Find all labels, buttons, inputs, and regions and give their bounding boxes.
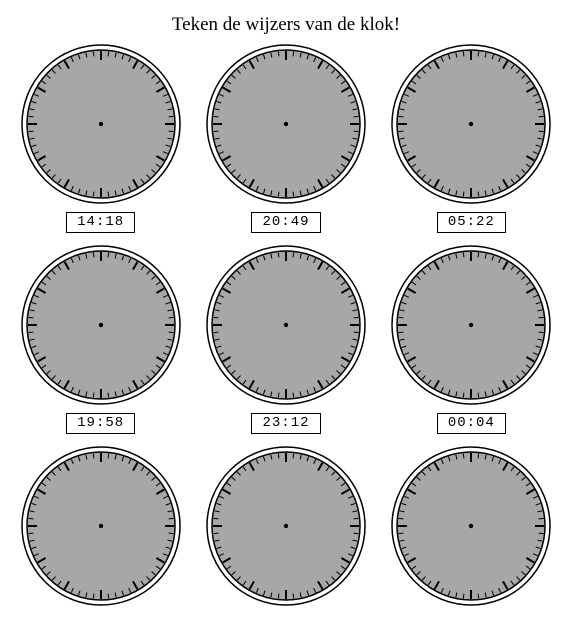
clock-cell: 05:22 <box>389 44 554 233</box>
clock-cell: 20:49 <box>203 44 368 233</box>
clock-face <box>21 44 181 204</box>
clock-face <box>391 245 551 405</box>
time-label: 19:58 <box>66 413 135 434</box>
clock-cell: 23:12 <box>203 245 368 434</box>
time-label: 14:18 <box>66 212 135 233</box>
clock-face <box>21 446 181 606</box>
clock-cell: 14:18 <box>18 44 183 233</box>
clock-cell: 19:58 <box>18 245 183 434</box>
time-label: 00:04 <box>437 413 506 434</box>
clock-cell <box>18 446 183 635</box>
clock-grid: 14:18 20:49 05:22 19:58 23:12 00:04 <box>0 44 572 635</box>
clock-face <box>391 44 551 204</box>
time-label: 23:12 <box>251 413 320 434</box>
time-label: 05:22 <box>437 212 506 233</box>
clock-face <box>21 245 181 405</box>
time-label: 20:49 <box>251 212 320 233</box>
clock-face <box>206 245 366 405</box>
clock-face <box>391 446 551 606</box>
clock-cell <box>389 446 554 635</box>
clock-cell: 00:04 <box>389 245 554 434</box>
clock-face <box>206 44 366 204</box>
clock-cell <box>203 446 368 635</box>
page-title: Teken de wijzers van de klok! <box>0 0 572 44</box>
worksheet-page: Teken de wijzers van de klok! 14:18 20:49… <box>0 0 572 635</box>
clock-face <box>206 446 366 606</box>
